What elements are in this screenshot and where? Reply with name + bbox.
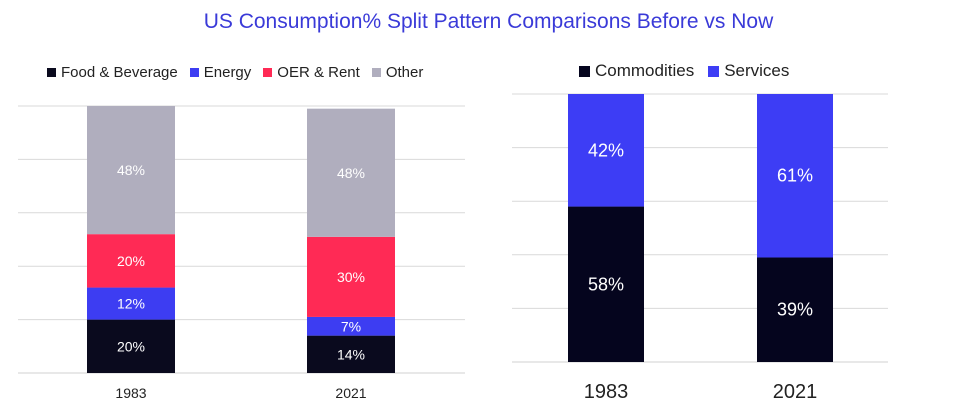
bar-services-1983	[568, 94, 644, 207]
data-label-services-2021: 61%	[777, 166, 813, 186]
legend-swatch-oer-rent	[263, 68, 273, 77]
data-label-services-1983: 42%	[588, 140, 624, 160]
legend-item-energy: Energy	[189, 64, 252, 81]
x-tick-label-2021: 2021	[335, 385, 366, 401]
data-label-commodities-1983: 58%	[588, 274, 624, 294]
bar-oer-and-rent-1983	[87, 234, 175, 288]
data-label-energy-1983: 12%	[117, 296, 145, 312]
x-tick-label-1983: 1983	[584, 381, 629, 403]
bar-energy-2021	[307, 316, 395, 336]
x-tick-label-1983: 1983	[115, 385, 146, 401]
legend-label-services: Services	[724, 61, 790, 80]
bar-energy-1983	[87, 287, 175, 320]
bar-food-and-beverage-1983	[87, 319, 175, 373]
legend-item-food-beverage: Food & Beverage	[47, 64, 178, 81]
data-label-food-and-beverage-1983: 20%	[117, 338, 145, 354]
data-label-other-1983: 48%	[117, 162, 145, 178]
legend-swatch-other	[371, 68, 381, 77]
data-label-food-and-beverage-2021: 14%	[337, 346, 365, 362]
legend-swatch-services	[708, 65, 720, 77]
bar-services-2021	[757, 94, 833, 258]
data-label-commodities-2021: 39%	[777, 300, 813, 320]
legend-item-other: Other	[371, 64, 424, 81]
legend-swatch-commodities	[579, 65, 590, 77]
data-label-energy-2021: 7%	[341, 318, 361, 334]
data-label-other-2021: 48%	[337, 165, 365, 181]
chart-title: US Consumption% Split Pattern Comparison…	[203, 10, 774, 33]
right-chart-legend: Commodities Services	[579, 61, 803, 81]
bar-food-and-beverage-2021	[307, 335, 395, 373]
data-label-oer-and-rent-1983: 20%	[117, 253, 145, 269]
legend-label-energy: Energy	[203, 64, 252, 81]
bar-commodities-2021	[757, 257, 833, 362]
legend-swatch-energy	[189, 68, 199, 77]
data-label-oer-and-rent-2021: 30%	[337, 269, 365, 285]
legend-label-food-beverage: Food & Beverage	[61, 64, 178, 81]
bar-oer-and-rent-2021	[307, 236, 395, 317]
legend-item-commodities: Commodities	[579, 61, 694, 81]
legend-label-oer-rent: OER & Rent	[277, 64, 360, 81]
bar-commodities-1983	[568, 206, 644, 362]
left-chart-legend: Food & Beverage Energy OER & Rent Other	[47, 64, 435, 81]
legend-swatch-food-beverage	[47, 68, 56, 77]
legend-label-commodities: Commodities	[595, 61, 695, 80]
legend-label-other: Other	[385, 64, 424, 81]
bar-other-1983	[87, 106, 175, 235]
legend-item-oer-rent: OER & Rent	[263, 64, 360, 81]
legend-item-services: Services	[708, 61, 789, 81]
x-tick-label-2021: 2021	[773, 381, 818, 403]
bar-other-2021	[307, 108, 395, 237]
